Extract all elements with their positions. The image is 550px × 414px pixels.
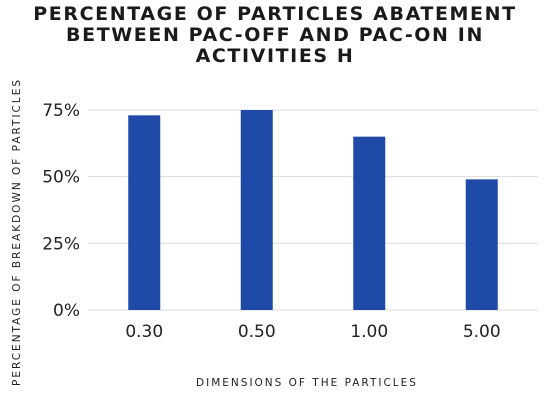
chart-title: PERCENTAGE OF PARTICLES ABATEMENT BETWEE…: [0, 4, 550, 67]
x-tick-label: 0.50: [238, 322, 276, 342]
bar-5.00: [465, 179, 498, 310]
bars: [128, 110, 498, 310]
bar-1.00: [353, 136, 386, 310]
y-tick-label: 50%: [42, 168, 80, 188]
y-tick-label: 75%: [42, 101, 80, 121]
grid-lines: [88, 109, 538, 311]
chart-title-line-1: PERCENTAGE OF PARTICLES ABATEMENT: [33, 3, 517, 25]
bar-0.50: [240, 110, 273, 310]
y-tick-label: 25%: [42, 234, 80, 254]
chart-title-line-3: ACTIVITIES H: [195, 45, 355, 67]
chart-title-line-2: BETWEEN PAC-OFF AND PAC-ON IN: [66, 24, 484, 46]
bar-0.30: [128, 115, 161, 310]
x-tick-label: 0.30: [125, 322, 163, 342]
y-tick-label: 0%: [53, 301, 80, 321]
y-axis-ticks: 0% 25% 50% 75%: [42, 101, 80, 321]
x-tick-label: 1.00: [350, 322, 388, 342]
x-axis-label: DIMENSIONS OF THE PARTICLES: [196, 377, 418, 389]
y-axis-label: PERCENTAGE OF BREAKDOWN OF PARTICLES: [11, 78, 23, 386]
x-tick-label: 5.00: [463, 322, 501, 342]
x-axis-ticks: 0.30 0.50 1.00 5.00: [125, 322, 500, 342]
